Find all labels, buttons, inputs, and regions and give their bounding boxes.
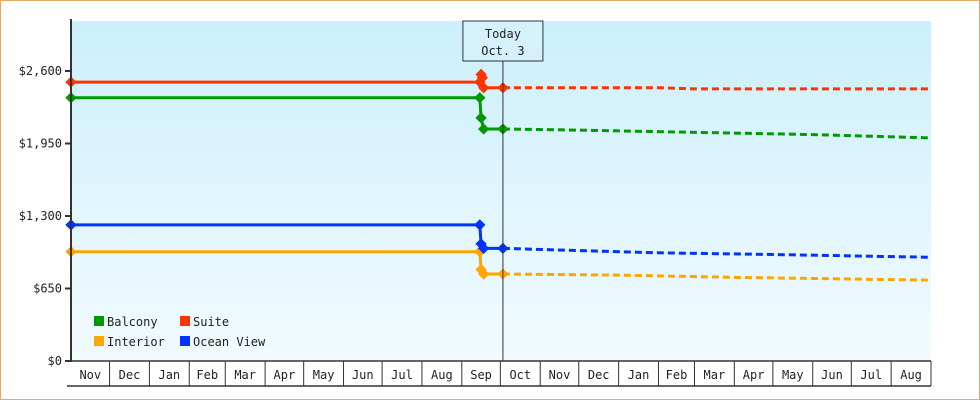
legend-swatch <box>94 336 104 346</box>
x-tick-label: Jun <box>352 368 374 382</box>
today-label: Today <box>485 27 521 41</box>
legend-label: Balcony <box>107 315 158 329</box>
legend-swatch <box>180 336 190 346</box>
plot-area <box>71 21 931 361</box>
x-tick-label: Jan <box>158 368 180 382</box>
x-tick-label: Jan <box>628 368 650 382</box>
data-point <box>477 268 490 280</box>
x-tick-label: Mar <box>704 368 726 382</box>
legend-label: Interior <box>107 335 165 349</box>
x-tick-label: Nov <box>549 368 571 382</box>
data-point <box>477 242 490 255</box>
series-forecast-3 <box>502 246 930 259</box>
x-tick-label: Dec <box>588 368 610 382</box>
x-tick-label: Sep <box>470 368 492 382</box>
x-tick-label: Aug <box>431 368 453 382</box>
x-tick-label: Feb <box>196 368 218 382</box>
y-tick-label: $1,950 <box>19 137 62 151</box>
legend-label: Suite <box>193 315 229 329</box>
x-tick-label: Oct <box>509 368 531 382</box>
y-tick-label: $0 <box>48 354 62 368</box>
series-forecast-2 <box>502 272 930 282</box>
y-tick-label: $1,300 <box>19 209 62 223</box>
today-box <box>462 20 544 62</box>
today-date: Oct. 3 <box>481 44 524 58</box>
x-tick-label: Apr <box>743 368 765 382</box>
x-tick-label: Jul <box>860 368 882 382</box>
series-forecast-1 <box>502 86 930 91</box>
x-tick-label: Feb <box>666 368 688 382</box>
y-tick-label: $650 <box>33 282 62 296</box>
x-tick-label: Mar <box>234 368 256 382</box>
y-tick-label: $2,600 <box>19 64 62 78</box>
x-tick-label: May <box>313 368 335 382</box>
legend-swatch <box>180 316 190 326</box>
x-tick-label: Dec <box>119 368 141 382</box>
x-tick-label: Jun <box>821 368 843 382</box>
x-tick-label: Apr <box>274 368 296 382</box>
x-tick-label: May <box>782 368 804 382</box>
x-tick-label: Aug <box>900 368 922 382</box>
legend-swatch <box>94 316 104 326</box>
x-tick-label: Jul <box>391 368 413 382</box>
legend-label: Ocean View <box>193 335 266 349</box>
series-forecast-0 <box>502 127 930 140</box>
x-tick-label: Nov <box>79 368 101 382</box>
data-point <box>474 219 486 231</box>
